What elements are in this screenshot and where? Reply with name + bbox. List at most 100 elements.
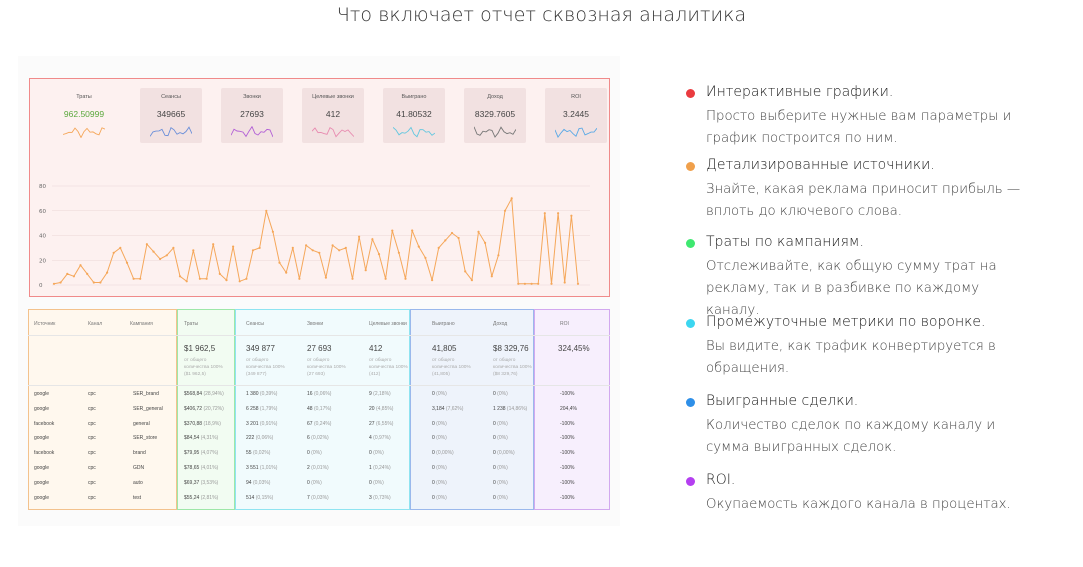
data-point[interactable] bbox=[311, 249, 314, 252]
data-point[interactable] bbox=[139, 277, 142, 280]
cell-value: -100% bbox=[560, 435, 575, 442]
data-point[interactable] bbox=[490, 275, 493, 278]
data-point[interactable] bbox=[411, 229, 414, 232]
data-point[interactable] bbox=[318, 251, 321, 254]
data-point[interactable] bbox=[570, 214, 573, 217]
cell-channel: cpc bbox=[88, 450, 96, 456]
metric-card[interactable]: ROI 3.2445 bbox=[545, 88, 607, 143]
data-point[interactable] bbox=[305, 244, 308, 247]
data-point[interactable] bbox=[152, 250, 155, 253]
data-point[interactable] bbox=[557, 212, 560, 215]
data-point[interactable] bbox=[278, 261, 281, 264]
data-point[interactable] bbox=[245, 277, 248, 280]
data-point[interactable] bbox=[464, 270, 467, 273]
data-point[interactable] bbox=[510, 197, 513, 200]
data-point[interactable] bbox=[576, 282, 580, 285]
data-point[interactable] bbox=[192, 249, 195, 252]
data-point[interactable] bbox=[391, 229, 394, 232]
data-point[interactable] bbox=[112, 251, 115, 254]
metric-card[interactable]: Звонки 27693 bbox=[221, 88, 283, 143]
data-point[interactable] bbox=[364, 269, 367, 272]
data-point[interactable] bbox=[59, 281, 62, 284]
data-point[interactable] bbox=[205, 277, 208, 280]
metric-card[interactable]: Выиграно 41.80532 bbox=[383, 88, 445, 143]
data-point[interactable] bbox=[543, 212, 546, 215]
data-point[interactable] bbox=[159, 257, 162, 261]
data-point[interactable] bbox=[484, 241, 487, 244]
data-point[interactable] bbox=[437, 246, 440, 249]
data-point[interactable] bbox=[271, 230, 274, 233]
data-point[interactable] bbox=[251, 249, 255, 252]
data-point[interactable] bbox=[351, 277, 354, 280]
data-point[interactable] bbox=[424, 256, 427, 259]
data-point[interactable] bbox=[52, 282, 56, 285]
data-point[interactable] bbox=[404, 277, 407, 280]
data-point[interactable] bbox=[172, 246, 175, 249]
data-point[interactable] bbox=[238, 280, 241, 283]
data-point[interactable] bbox=[145, 243, 148, 246]
data-point[interactable] bbox=[550, 282, 553, 285]
data-point[interactable] bbox=[358, 235, 361, 238]
data-point[interactable] bbox=[66, 272, 69, 275]
data-point[interactable] bbox=[218, 272, 221, 275]
cell-spend: $78,65 (4,01%) bbox=[184, 465, 218, 471]
data-point[interactable] bbox=[92, 281, 95, 284]
cell-percent: (2,81%) bbox=[200, 494, 219, 501]
data-point[interactable] bbox=[331, 244, 334, 247]
cell-value: 0 bbox=[432, 420, 435, 427]
cell-value: cpc bbox=[88, 391, 96, 397]
data-point[interactable] bbox=[497, 254, 500, 257]
cell-percent: (0,15%) bbox=[255, 494, 274, 501]
data-point[interactable] bbox=[86, 272, 89, 275]
data-point[interactable] bbox=[384, 277, 387, 280]
cell-percent: (0%) bbox=[436, 435, 447, 442]
metric-card[interactable]: Траты 962.50999 bbox=[53, 88, 115, 143]
data-point[interactable] bbox=[530, 282, 533, 285]
data-point[interactable] bbox=[450, 231, 454, 235]
data-point[interactable] bbox=[523, 282, 526, 285]
data-point[interactable] bbox=[417, 245, 420, 248]
data-point[interactable] bbox=[99, 281, 102, 284]
data-point[interactable] bbox=[431, 279, 434, 282]
data-point[interactable] bbox=[185, 280, 188, 283]
cell-source: google bbox=[34, 480, 49, 486]
data-point[interactable] bbox=[106, 271, 109, 274]
data-point[interactable] bbox=[132, 277, 135, 280]
data-point[interactable] bbox=[298, 277, 301, 280]
data-point[interactable] bbox=[165, 254, 168, 257]
data-point[interactable] bbox=[285, 271, 288, 274]
data-point[interactable] bbox=[377, 253, 381, 256]
data-point[interactable] bbox=[517, 282, 520, 285]
data-point[interactable] bbox=[225, 279, 228, 282]
data-point[interactable] bbox=[338, 249, 341, 252]
data-point[interactable] bbox=[212, 243, 215, 246]
metric-card[interactable]: Целевые звонки 412 bbox=[302, 88, 364, 143]
data-point[interactable] bbox=[265, 209, 268, 212]
data-point[interactable] bbox=[72, 275, 75, 278]
data-point[interactable] bbox=[470, 279, 473, 282]
data-point[interactable] bbox=[291, 246, 294, 249]
data-point[interactable] bbox=[371, 238, 374, 241]
data-point[interactable] bbox=[537, 282, 540, 285]
data-point[interactable] bbox=[457, 236, 460, 240]
data-point[interactable] bbox=[397, 251, 400, 254]
metric-card[interactable]: Сеансы 349665 bbox=[140, 88, 202, 143]
data-point[interactable] bbox=[563, 281, 566, 284]
cell-percent: (0,00%) bbox=[436, 450, 454, 457]
data-point[interactable] bbox=[178, 275, 182, 278]
data-point[interactable] bbox=[198, 277, 201, 280]
data-point[interactable] bbox=[119, 246, 122, 249]
data-point[interactable] bbox=[324, 276, 327, 279]
data-point[interactable] bbox=[258, 246, 261, 249]
metric-card[interactable]: Доход 8329.7605 bbox=[464, 88, 526, 143]
data-point[interactable] bbox=[344, 246, 347, 249]
data-point[interactable] bbox=[444, 239, 447, 242]
header-won: Выиграно bbox=[432, 321, 455, 327]
data-point[interactable] bbox=[503, 209, 507, 212]
feature-title: Выигранные сделки. bbox=[706, 393, 859, 409]
data-point[interactable] bbox=[232, 245, 235, 248]
data-point[interactable] bbox=[79, 264, 82, 267]
data-point[interactable] bbox=[477, 230, 480, 233]
cell-value: $84,54 bbox=[184, 435, 200, 442]
data-point[interactable] bbox=[125, 261, 129, 264]
